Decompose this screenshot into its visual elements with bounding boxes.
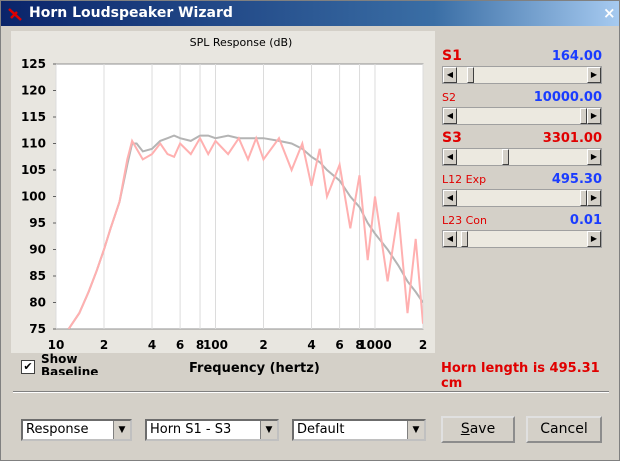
scroll-right[interactable]: ▶ — [587, 231, 601, 247]
scroll-right[interactable]: ▶ — [587, 108, 601, 124]
slider-thumb[interactable] — [580, 190, 587, 206]
x-tick-label: 8 — [355, 338, 363, 352]
scroll-right[interactable]: ▶ — [587, 190, 601, 206]
slider-label: S2 — [442, 91, 456, 104]
scroll-left[interactable]: ◀ — [443, 108, 457, 124]
status-text: Horn length is 495.31 cm — [441, 361, 600, 391]
scroll-right[interactable]: ▶ — [587, 67, 601, 83]
slider-track[interactable]: ◀ ▶ — [442, 230, 602, 248]
x-tick-label: 100 — [203, 338, 228, 352]
slider-value: 164.00 — [551, 49, 602, 64]
slider-track[interactable]: ◀ ▶ — [442, 148, 602, 166]
x-tick-label: 8 — [196, 338, 204, 352]
slider-track[interactable]: ◀ ▶ — [442, 66, 602, 84]
title-bar: Horn Loudspeaker Wizard × — [1, 1, 619, 26]
y-tick-label: 115 — [21, 110, 46, 124]
checkbox-label: Show Baseline — [41, 353, 99, 375]
slider-value: 495.30 — [551, 172, 602, 187]
separator — [13, 391, 609, 393]
series-line — [67, 135, 423, 329]
checkbox[interactable]: ✔ — [21, 360, 35, 374]
app-icon — [8, 8, 22, 21]
slider-value: 0.01 — [569, 213, 602, 228]
button-text: Save — [460, 421, 496, 437]
y-tick-label: 125 — [21, 57, 46, 71]
x-tick-label: 6 — [176, 338, 184, 352]
x-axis-label: Frequency (hertz) — [189, 361, 320, 376]
y-tick-label: 85 — [29, 269, 46, 283]
dropdown-text: Response — [26, 422, 89, 437]
plot-area — [55, 63, 424, 330]
slider-label: L12 Exp — [442, 173, 487, 186]
slider-track[interactable]: ◀ ▶ — [442, 189, 602, 207]
scroll-left[interactable]: ◀ — [443, 149, 457, 165]
dropdown[interactable]: Response ▼ — [21, 419, 132, 441]
slider-track[interactable]: ◀ ▶ — [442, 107, 602, 125]
y-tick-label: 95 — [29, 216, 46, 230]
dropdown-arrow[interactable]: ▼ — [407, 421, 424, 439]
close-button[interactable]: × — [603, 4, 616, 22]
x-tick-label: 2 — [419, 338, 427, 352]
dropdown-arrow[interactable]: ▼ — [113, 421, 130, 439]
save-button[interactable]: Save — [441, 416, 515, 443]
x-tick-label: 4 — [307, 338, 315, 352]
y-tick-label: 100 — [21, 190, 46, 204]
button-text: Cancel — [540, 421, 588, 437]
slider-value: 3301.00 — [542, 131, 602, 146]
y-tick-label: 75 — [29, 322, 46, 336]
dropdown[interactable]: Horn S1 - S3 ▼ — [145, 419, 279, 441]
x-tick-label: 4 — [148, 338, 156, 352]
dropdown-arrow[interactable]: ▼ — [260, 421, 277, 439]
x-tick-label: 2 — [100, 338, 108, 352]
dropdown[interactable]: Default ▼ — [292, 419, 426, 441]
x-tick-label: 10 — [48, 338, 65, 352]
scroll-left[interactable]: ◀ — [443, 190, 457, 206]
window-title: Horn Loudspeaker Wizard — [29, 5, 233, 21]
cancel-button[interactable]: Cancel — [526, 416, 602, 443]
slider-thumb[interactable] — [467, 67, 474, 83]
y-tick-label: 120 — [21, 84, 46, 98]
slider-label: L23 Con — [442, 214, 488, 227]
slider-thumb[interactable] — [461, 231, 468, 247]
slider-value: 10000.00 — [533, 90, 602, 105]
y-tick-label: 80 — [29, 296, 46, 310]
y-tick-label: 110 — [21, 137, 46, 151]
x-tick-label: 2 — [259, 338, 267, 352]
x-tick-label: 1000 — [358, 338, 391, 352]
dropdown-text: Horn S1 - S3 — [150, 422, 232, 437]
scroll-right[interactable]: ▶ — [587, 149, 601, 165]
y-tick-label: 90 — [29, 243, 46, 257]
slider-label: S1 — [442, 48, 462, 64]
x-tick-label: 6 — [335, 338, 343, 352]
y-tick-label: 105 — [21, 163, 46, 177]
dropdown-text: Default — [297, 422, 345, 437]
scroll-left[interactable]: ◀ — [443, 67, 457, 83]
slider-thumb[interactable] — [502, 149, 509, 165]
slider-label: S3 — [442, 130, 462, 146]
chart-title: SPL Response (dB) — [190, 36, 293, 49]
slider-thumb[interactable] — [580, 108, 587, 124]
scroll-left[interactable]: ◀ — [443, 231, 457, 247]
